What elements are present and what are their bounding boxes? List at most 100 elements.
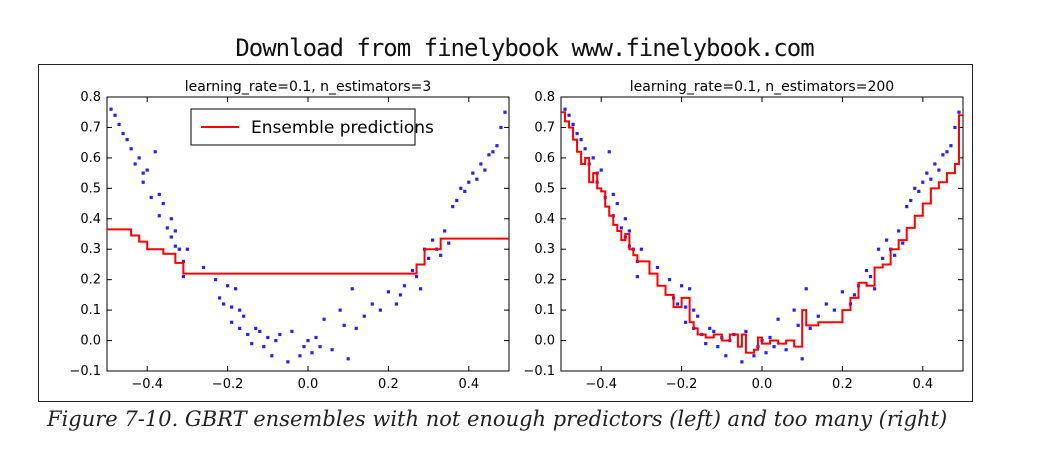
data-point [491, 150, 495, 154]
data-point [386, 290, 390, 294]
data-point [495, 144, 499, 148]
data-point [901, 241, 905, 245]
y-tick-label: 0.7 [80, 120, 101, 135]
y-tick-label: 0.3 [80, 242, 101, 257]
data-point [680, 284, 684, 288]
data-point [181, 275, 185, 279]
data-point [471, 171, 475, 175]
data-point [455, 198, 459, 203]
data-point [639, 247, 643, 251]
data-point [764, 351, 768, 355]
y-tick-label: −0.1 [69, 364, 101, 379]
y-tick-label: 0.8 [534, 90, 555, 105]
data-point [242, 314, 246, 318]
data-point [929, 177, 933, 181]
data-point [439, 253, 443, 257]
data-point [949, 144, 953, 148]
data-point [487, 153, 491, 157]
data-point [933, 162, 937, 166]
data-point [290, 329, 294, 334]
data-point [804, 287, 808, 291]
data-point [824, 302, 828, 306]
figure-frame: learning_rate=0.1, n_estimators=3 −0.1 0.0… [38, 64, 973, 402]
data-point [318, 345, 322, 349]
data-point [953, 125, 957, 130]
data-point [169, 235, 173, 239]
data-point [571, 122, 575, 126]
data-point [451, 205, 455, 209]
data-point [133, 162, 137, 166]
data-point [627, 229, 631, 233]
data-point [864, 268, 869, 273]
x-tick-label: −0.4 [131, 377, 163, 392]
data-point [254, 326, 258, 330]
data-point [459, 186, 463, 190]
data-point [684, 305, 688, 309]
data-point [483, 168, 487, 172]
data-point [752, 354, 756, 358]
data-point [274, 338, 278, 343]
figure-canvas: learning_rate=0.1, n_estimators=3 −0.1 0.0… [69, 79, 964, 392]
data-point [121, 131, 125, 136]
data-point [937, 168, 941, 172]
data-point [692, 308, 696, 312]
data-point [563, 107, 567, 111]
data-point [226, 284, 230, 288]
data-point [262, 345, 266, 349]
data-point [157, 214, 161, 218]
data-point [872, 287, 877, 291]
x-tick-label: −0.2 [212, 377, 244, 392]
data-point [173, 244, 177, 248]
data-point [221, 302, 226, 306]
data-point [230, 320, 234, 324]
legend-label: Ensemble predictions [251, 118, 434, 138]
x-tick-label: 0.0 [752, 377, 773, 392]
data-point [402, 284, 407, 288]
data-point [141, 171, 145, 175]
data-point [876, 247, 881, 251]
data-point [800, 357, 804, 361]
data-point [619, 226, 623, 230]
y-tick-label: 0.5 [534, 181, 555, 196]
chart-title: learning_rate=0.1, n_estimators=3 [185, 79, 432, 95]
data-point [708, 326, 712, 330]
prediction-line [107, 228, 509, 275]
y-tick-label: 0.1 [534, 303, 555, 318]
data-point [370, 302, 374, 306]
data-point [342, 323, 346, 327]
data-point [503, 110, 507, 114]
y-tick-label: 0.0 [534, 334, 555, 349]
data-point [278, 332, 282, 337]
data-point [712, 329, 716, 334]
x-tick-label: 0.2 [832, 377, 853, 392]
data-point [704, 342, 708, 346]
data-point [173, 229, 177, 233]
data-point [250, 342, 254, 346]
data-point [941, 153, 945, 157]
data-point [447, 241, 451, 245]
data-point [238, 326, 242, 330]
data-point [137, 156, 141, 160]
data-point [575, 131, 579, 136]
data-point [607, 150, 611, 154]
data-point [583, 147, 587, 151]
data-point [217, 296, 222, 300]
x-tick-label: −0.2 [666, 377, 698, 392]
data-point [346, 357, 350, 361]
data-point [945, 150, 949, 154]
data-point [149, 195, 153, 200]
data-point [675, 302, 680, 306]
data-point [696, 314, 700, 318]
data-point [181, 259, 185, 263]
data-point [567, 113, 571, 117]
data-point [897, 229, 901, 233]
x-tick-label: −0.4 [585, 377, 617, 392]
data-point [796, 323, 800, 327]
data-point [909, 198, 913, 203]
data-point [314, 335, 318, 340]
data-point [925, 171, 929, 175]
data-point [354, 326, 358, 330]
x-tick-label: 0.4 [458, 377, 479, 392]
data-point [724, 354, 728, 358]
data-point [784, 348, 788, 352]
